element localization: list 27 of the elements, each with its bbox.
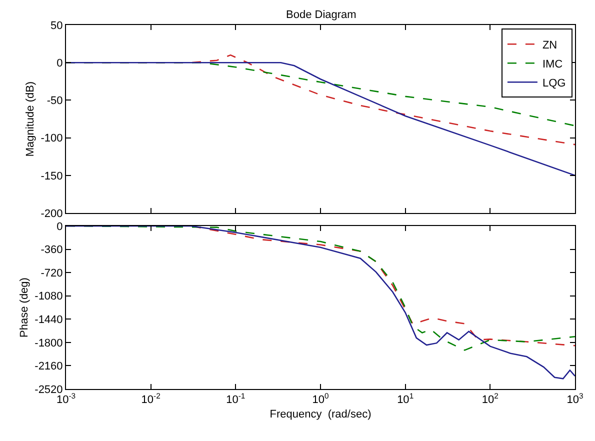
x-tick-label: 10$^{2}$ (482, 392, 498, 406)
x-tick-label: 10$^{-1}$ (226, 392, 246, 406)
x-tick-label: 10$^{3}$ (566, 392, 584, 406)
legend-label: LQG (542, 77, 566, 90)
y-tick-label: 0 (56, 57, 63, 70)
x-axis-title: Frequency (rad/sec) (270, 408, 372, 420)
chart-title: Bode Diagram (286, 9, 356, 21)
y-axis-title: Phase (deg) (18, 278, 30, 338)
y-tick-label: 0 (56, 220, 63, 233)
y-tick-label: -1080 (34, 290, 63, 303)
y-tick-label: -150 (40, 170, 63, 182)
y-tick-label: 50 (50, 20, 63, 32)
y-tick-label: -100 (40, 132, 63, 145)
y-tick-label: -200 (40, 208, 63, 220)
legend-label: ZN (542, 39, 558, 52)
y-tick-label: -360 (40, 244, 63, 256)
x-tick-label: 10$^{0}$ (312, 392, 329, 406)
x-tick-label: 10$^{-2}$ (141, 392, 160, 406)
y-tick-label: -2520 (34, 384, 63, 396)
y-tick-label: -1800 (34, 337, 63, 350)
y-tick-label: -1440 (34, 314, 63, 326)
legend-label: IMC (542, 58, 563, 70)
y-tick-label: -50 (46, 95, 63, 108)
y-tick-label: -2160 (34, 360, 63, 373)
x-tick-label: 10$^{1}$ (397, 392, 414, 406)
y-axis-title: Magnitude (dB) (24, 81, 36, 157)
y-tick-label: -720 (40, 267, 63, 280)
